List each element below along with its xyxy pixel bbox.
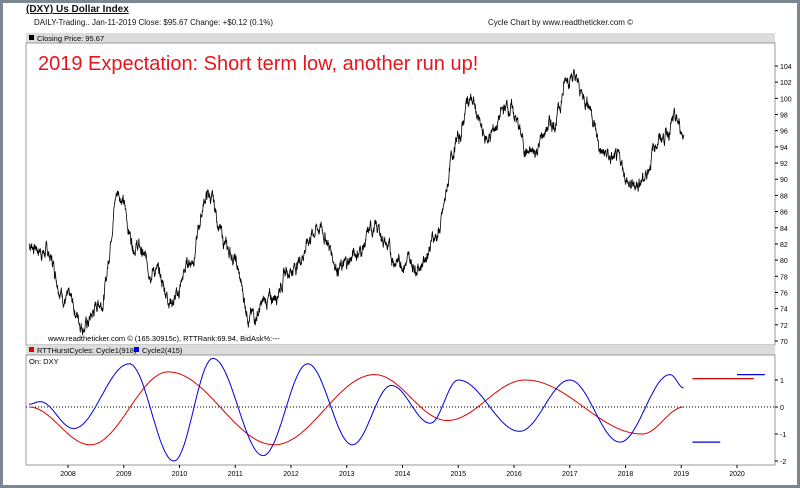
y-tick-label: 102	[780, 80, 792, 87]
legend-cycle2: Cycle2(415)	[142, 346, 183, 355]
y-tick-label: 78	[780, 274, 788, 281]
x-tick-label: 2019	[673, 471, 689, 478]
x-tick-label: 2009	[116, 471, 132, 478]
x-tick-label: 2016	[506, 471, 522, 478]
credit: Cycle Chart by www.readtheticker.com ©	[488, 18, 634, 27]
y-tick-label: 90	[780, 177, 788, 184]
x-tick-label: 2020	[729, 471, 745, 478]
x-tick-label: 2015	[450, 471, 466, 478]
x-tick-label: 2011	[228, 471, 243, 478]
y-tick-label: 94	[780, 145, 788, 152]
y-tick-label: 104	[780, 64, 792, 71]
cycle-y-tick-label: 1	[780, 378, 784, 385]
cycle-line-2	[28, 357, 684, 462]
x-tick-label: 2012	[283, 471, 299, 478]
y-tick-label: 98	[780, 113, 788, 120]
x-tick-label: 2018	[618, 471, 634, 478]
cycle-y-tick-label: 0	[780, 405, 784, 412]
x-tick-label: 2013	[339, 471, 355, 478]
y-tick-label: 88	[780, 193, 788, 200]
y-tick-label: 80	[780, 258, 788, 265]
y-tick-label: 100	[780, 96, 792, 103]
annotation: 2019 Expectation: Short term low, anothe…	[38, 53, 478, 75]
x-tick-label: 2008	[60, 471, 76, 478]
y-tick-label: 92	[780, 161, 788, 168]
price-panel-header	[26, 33, 775, 43]
y-tick-label: 70	[780, 339, 788, 346]
cycle-plot-area	[25, 354, 776, 466]
y-tick-label: 96	[780, 129, 788, 136]
y-tick-label: 84	[780, 226, 788, 233]
x-tick-label: 2017	[562, 471, 578, 478]
price-panel-label: Closing Price: 95.67	[37, 34, 104, 43]
cycle-y-tick-label: -1	[780, 432, 786, 439]
y-tick-label: 86	[780, 210, 788, 217]
price-line	[28, 69, 685, 336]
cycle-y-tick-label: -2	[780, 459, 786, 466]
y-tick-label: 82	[780, 242, 788, 249]
price-footer: www.readtheticker.com © (165.30915c), RT…	[47, 334, 280, 343]
y-tick-label: 76	[780, 290, 788, 297]
cycle-line-1	[29, 371, 684, 446]
price-legend-swatch	[29, 35, 34, 40]
legend-cycle1: RTTHurstCycles: Cycle1(918)	[37, 346, 137, 355]
cycle-panel-header	[26, 345, 775, 355]
x-tick-label: 2010	[172, 471, 188, 478]
y-tick-label: 72	[780, 323, 788, 330]
legend-swatch-cycle2	[134, 347, 139, 352]
chart-title[interactable]: (DXY) Us Dollar Index	[26, 4, 129, 15]
cycle-subtitle: On: DXY	[29, 357, 59, 366]
y-tick-label: 74	[780, 307, 788, 314]
legend-swatch-cycle1	[29, 347, 34, 352]
price-plot-area	[25, 42, 776, 346]
x-tick-label: 2014	[395, 471, 411, 478]
quote-info: DAILY-Trading.. Jan-11-2019 Close: $95.6…	[34, 18, 274, 27]
